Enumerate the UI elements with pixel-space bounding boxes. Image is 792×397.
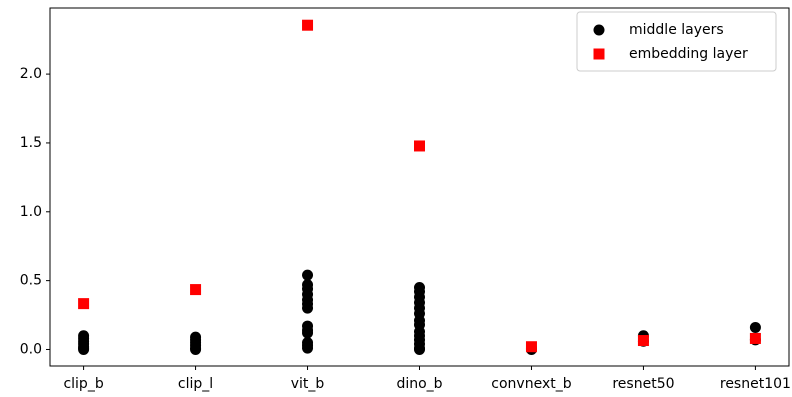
x-tick-label: dino_b bbox=[396, 376, 442, 392]
point bbox=[190, 331, 202, 343]
point bbox=[749, 321, 761, 333]
point bbox=[78, 330, 90, 342]
y-tick-label: 1.0 bbox=[20, 204, 42, 220]
point bbox=[749, 332, 761, 344]
point bbox=[302, 327, 314, 339]
x-tick-label: convnext_b bbox=[491, 376, 571, 392]
y-tick-label: 1.5 bbox=[20, 135, 42, 151]
point bbox=[190, 284, 202, 296]
x-tick-label: clip_b bbox=[63, 376, 103, 392]
point bbox=[525, 341, 537, 353]
y-tick-label: 2.0 bbox=[20, 66, 42, 82]
y-tick-label: 0.5 bbox=[20, 273, 42, 289]
x-tick-label: clip_l bbox=[178, 376, 213, 392]
point bbox=[414, 343, 425, 355]
legend-label: middle layers bbox=[629, 22, 724, 38]
point bbox=[414, 140, 425, 152]
point bbox=[302, 302, 314, 314]
x-tick-label: vit_b bbox=[291, 376, 325, 392]
y-tick-label: 0.0 bbox=[20, 341, 42, 357]
point bbox=[637, 335, 649, 347]
x-tick-label: resnet50 bbox=[612, 376, 674, 392]
point bbox=[302, 269, 314, 281]
point bbox=[302, 342, 314, 354]
legend-marker bbox=[593, 48, 605, 60]
legend-label: embedding layer bbox=[629, 46, 748, 62]
point bbox=[302, 19, 314, 31]
legend-box bbox=[576, 11, 777, 72]
point bbox=[78, 298, 90, 310]
legend-marker bbox=[593, 24, 605, 36]
x-tick-label: resnet101 bbox=[720, 376, 791, 392]
